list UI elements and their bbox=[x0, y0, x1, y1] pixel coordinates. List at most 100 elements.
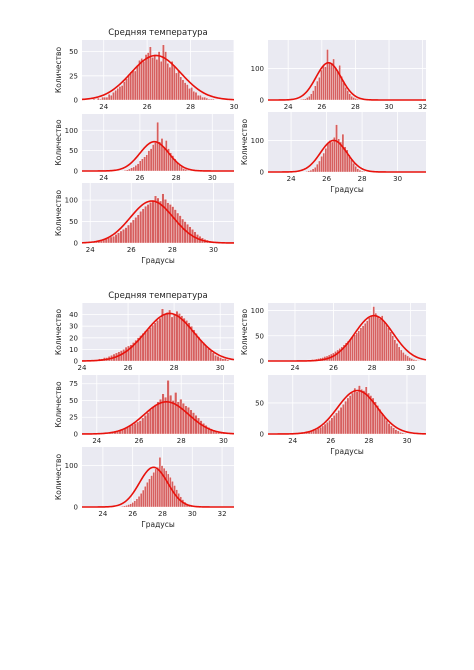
histogram-bar bbox=[212, 98, 215, 101]
y-tick-label: 25 bbox=[69, 414, 78, 422]
y-tick-label: 0 bbox=[260, 97, 264, 105]
histogram-bar bbox=[180, 315, 184, 362]
y-tick-label: 0 bbox=[74, 97, 78, 105]
histogram-bar bbox=[342, 82, 345, 101]
x-tick-label: 24 bbox=[86, 246, 95, 254]
kde-curve bbox=[81, 200, 235, 244]
histogram-bar bbox=[182, 317, 186, 362]
histogram-bar bbox=[136, 421, 140, 435]
y-tick-label: 0 bbox=[74, 504, 78, 512]
histogram-bar bbox=[181, 402, 185, 435]
histogram-bar bbox=[158, 317, 162, 362]
histogram-bar bbox=[146, 412, 150, 435]
histogram-bar bbox=[392, 427, 395, 435]
y-tick-label: 50 bbox=[255, 332, 264, 340]
x-tick-label: 24 bbox=[99, 103, 108, 111]
histogram-bar bbox=[306, 97, 309, 101]
x-tick-label: 26 bbox=[135, 174, 144, 182]
histogram-bar bbox=[311, 168, 315, 173]
histogram-bar bbox=[323, 423, 327, 435]
x-tick-label: 28 bbox=[158, 510, 167, 518]
y-tick-label: 50 bbox=[69, 48, 78, 56]
histogram-bar bbox=[394, 429, 398, 435]
histogram-bar bbox=[194, 92, 198, 101]
histogram-bar bbox=[336, 71, 339, 101]
histogram-panel: 24 26 28 30 0 100 Градусы Количество bbox=[240, 112, 426, 194]
kde-curve bbox=[81, 401, 235, 435]
histogram-bar bbox=[141, 417, 145, 435]
x-tick-label: 26 bbox=[143, 103, 152, 111]
histogram-bar bbox=[186, 407, 190, 435]
histogram-bar bbox=[151, 57, 154, 101]
histogram-bar bbox=[313, 167, 317, 173]
histogram-bar bbox=[139, 160, 142, 172]
x-tick-label: 28 bbox=[358, 175, 367, 183]
histogram-bar bbox=[350, 159, 353, 173]
y-tick-label: 100 bbox=[65, 462, 78, 470]
histogram-bar bbox=[168, 309, 172, 362]
histogram-bar bbox=[316, 80, 319, 101]
histogram-bar bbox=[305, 171, 308, 173]
histogram-bar bbox=[128, 425, 132, 435]
x-tick-label: 24 bbox=[291, 364, 300, 372]
histogram-bar bbox=[322, 152, 325, 173]
histogram-bar bbox=[136, 214, 140, 244]
histogram-bar bbox=[128, 168, 131, 172]
histogram-bar bbox=[167, 473, 170, 508]
x-tick-label: 30 bbox=[209, 246, 218, 254]
histogram-bar bbox=[160, 138, 164, 172]
y-axis-label: Количество bbox=[240, 309, 249, 356]
histogram-bar bbox=[376, 316, 380, 362]
histogram-bar bbox=[123, 81, 126, 101]
histogram-bar bbox=[125, 169, 129, 172]
histogram-bar bbox=[144, 330, 147, 362]
histogram-bar bbox=[166, 202, 170, 244]
histogram-bar bbox=[350, 96, 353, 101]
histogram-bar bbox=[192, 412, 195, 435]
histogram-bar bbox=[148, 409, 152, 435]
histogram-bar bbox=[138, 420, 142, 435]
histogram-bar bbox=[307, 170, 311, 173]
histogram-bar bbox=[197, 417, 200, 435]
histogram-bar bbox=[156, 197, 160, 244]
histogram-bar bbox=[149, 148, 153, 172]
histogram-bar bbox=[116, 88, 120, 101]
histogram-bar bbox=[342, 404, 345, 435]
y-axis-label: Количество bbox=[240, 119, 249, 166]
x-tick-label: 24 bbox=[288, 437, 297, 445]
histogram-bar bbox=[226, 359, 230, 362]
histogram-bar bbox=[154, 195, 157, 244]
histogram-bar bbox=[124, 227, 128, 244]
histogram-bar bbox=[221, 358, 225, 362]
histogram-bar bbox=[344, 87, 347, 101]
y-tick-label: 25 bbox=[69, 72, 78, 80]
x-tick-label: 26 bbox=[135, 437, 144, 445]
histogram-bar bbox=[302, 98, 305, 101]
histogram-bar bbox=[151, 199, 155, 244]
histogram-bar bbox=[131, 502, 135, 508]
x-tick-label: 30 bbox=[393, 175, 402, 183]
histogram-bar bbox=[169, 477, 172, 508]
histogram-bar bbox=[123, 505, 126, 508]
histogram-bar bbox=[179, 398, 183, 435]
x-tick-label: 24 bbox=[92, 437, 101, 445]
histogram-bar bbox=[136, 163, 140, 172]
histogram-bar bbox=[360, 170, 364, 173]
histogram-bar bbox=[397, 346, 401, 362]
histogram-bar bbox=[181, 218, 185, 244]
histogram-bar bbox=[133, 423, 137, 435]
histogram-bar bbox=[143, 156, 146, 172]
x-tick-label: 30 bbox=[406, 364, 415, 372]
histogram-bar bbox=[166, 63, 170, 101]
histogram-bar bbox=[163, 199, 167, 244]
histogram-bar bbox=[328, 140, 332, 173]
histogram-bar bbox=[351, 392, 354, 435]
histogram-bar bbox=[105, 96, 109, 101]
histogram-bar bbox=[127, 75, 130, 101]
histogram-bar bbox=[129, 503, 132, 508]
y-tick-label: 20 bbox=[69, 334, 78, 342]
histogram-bar bbox=[134, 217, 138, 244]
histogram-bar bbox=[141, 158, 144, 172]
